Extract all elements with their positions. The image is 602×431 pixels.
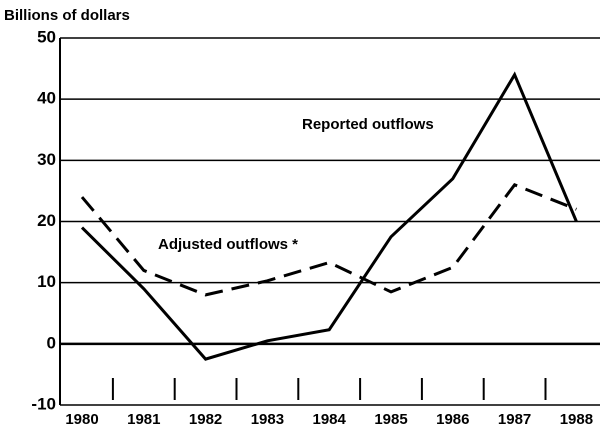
x-tick-label: 1988: [560, 411, 593, 428]
series-line: [80, 71, 578, 361]
x-tick-label: 1983: [251, 411, 284, 428]
y-tick-label: 30: [37, 150, 56, 169]
x-tick-label: 1982: [189, 411, 222, 428]
x-tick-label: 1985: [374, 411, 407, 428]
x-tick-label: 1981: [127, 411, 160, 428]
x-tick-label: 1984: [313, 411, 347, 428]
x-tick-label: 1980: [65, 411, 98, 428]
y-tick-label: 20: [37, 211, 56, 230]
y-tick-label: 10: [37, 272, 56, 291]
y-tick-label: 50: [37, 27, 56, 46]
series-label: Adjusted outflows *: [158, 236, 298, 253]
y-tick-label: 40: [37, 89, 56, 108]
y-axis-label: Billions of dollars: [4, 7, 130, 24]
series-label: Reported outflows: [302, 116, 434, 133]
x-tick-label: 1987: [498, 411, 531, 428]
y-tick-label: -10: [31, 394, 56, 413]
series-line: [80, 182, 577, 297]
y-tick-label: 0: [47, 333, 56, 352]
x-tick-label: 1986: [436, 411, 469, 428]
